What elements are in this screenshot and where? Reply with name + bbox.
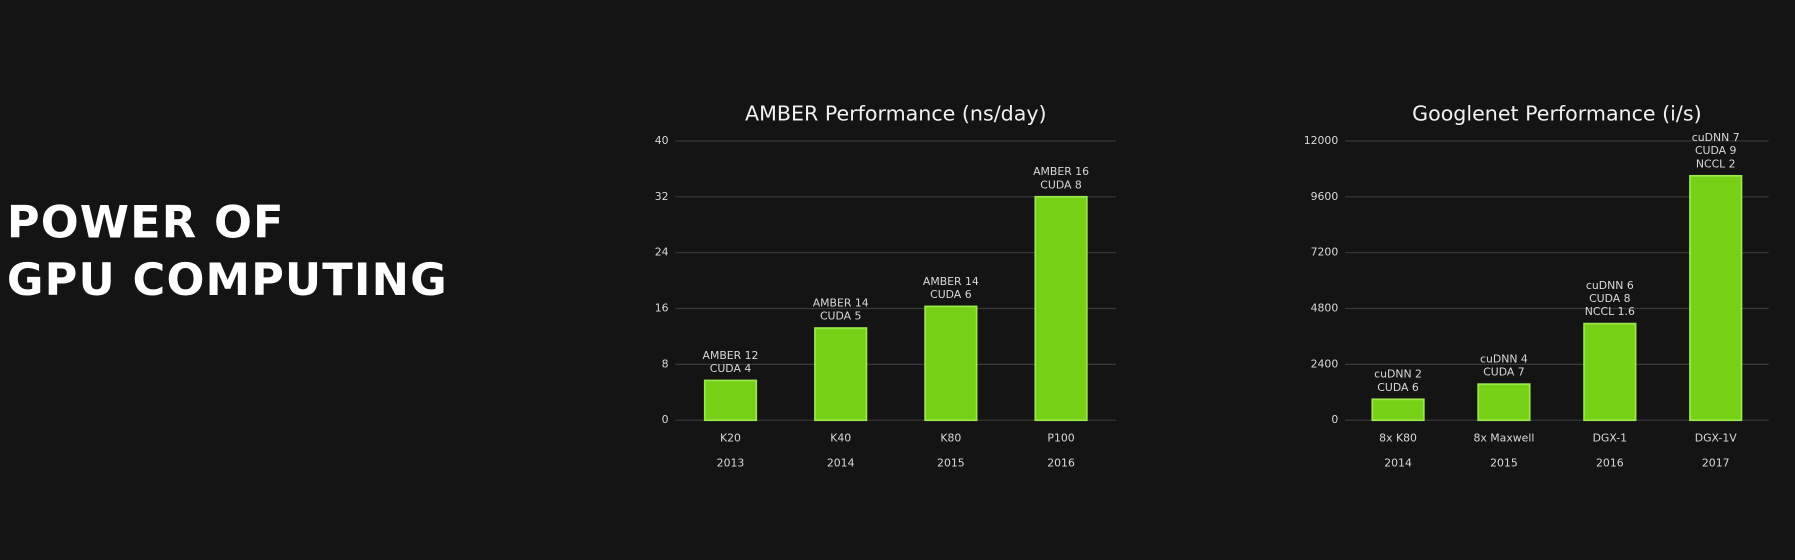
x-tick-label: P100: [1047, 432, 1074, 445]
bar-label: CUDA 8: [1040, 178, 1082, 191]
x-tick-year: 2015: [937, 457, 965, 470]
x-tick-year: 2014: [1384, 457, 1412, 470]
x-tick-year: 2016: [1596, 457, 1624, 470]
x-tick-label: DGX-1: [1593, 432, 1628, 445]
x-tick-label: K80: [940, 432, 961, 445]
bar-label: cuDNN 4: [1480, 353, 1528, 366]
x-tick-label: 8x K80: [1379, 432, 1417, 445]
x-tick-label: 8x Maxwell: [1474, 432, 1535, 445]
x-tick-year: 2013: [717, 457, 745, 470]
bar: [1583, 322, 1637, 422]
x-tick-label: K20: [720, 432, 741, 445]
x-tick-year: 2015: [1490, 457, 1518, 470]
bar-label: AMBER 12: [703, 349, 759, 362]
bar: [924, 305, 978, 422]
bar-label: CUDA 6: [930, 288, 972, 301]
x-tick-year: 2017: [1702, 457, 1730, 470]
bar: [1034, 195, 1088, 422]
bar-label: cuDNN 2: [1374, 368, 1422, 381]
y-tick-label: 40: [655, 134, 669, 147]
y-tick-label: 0: [1331, 413, 1338, 426]
bar-label: NCCL 1.6: [1585, 305, 1635, 318]
y-tick-label: 7200: [1311, 246, 1339, 259]
chart-title: Googlenet Performance (i/s): [1412, 102, 1701, 126]
heading-line: GPU COMPUTING: [7, 254, 448, 306]
bar: [703, 379, 758, 422]
chart-title: AMBER Performance (ns/day): [745, 102, 1047, 126]
bar-label: AMBER 16: [1033, 165, 1089, 178]
y-tick-label: 2400: [1311, 357, 1339, 370]
x-tick-year: 2014: [827, 457, 855, 470]
x-tick-label: K40: [830, 432, 851, 445]
bar: [1689, 174, 1743, 422]
bar-label: CUDA 5: [820, 310, 862, 323]
bar: [814, 327, 868, 422]
bar-label: NCCL 2: [1696, 157, 1736, 170]
heading-line: POWER OF: [7, 197, 285, 249]
bar-label: cuDNN 7: [1692, 131, 1740, 144]
y-tick-label: 12000: [1304, 134, 1339, 147]
y-tick-label: 8: [662, 357, 669, 370]
y-tick-label: 16: [655, 302, 669, 315]
bar-label: AMBER 14: [813, 296, 869, 309]
y-tick-label: 9600: [1311, 190, 1339, 203]
bar-label: CUDA 9: [1695, 144, 1737, 157]
bar-label: CUDA 4: [710, 362, 752, 375]
bar: [1477, 383, 1531, 422]
bar-label: cuDNN 6: [1586, 279, 1634, 292]
y-tick-label: 32: [655, 190, 669, 203]
y-tick-label: 24: [655, 246, 669, 259]
bar: [1371, 398, 1425, 422]
bar-label: AMBER 14: [923, 275, 979, 288]
bar-label: CUDA 8: [1589, 292, 1631, 305]
bar-label: CUDA 7: [1483, 366, 1525, 379]
y-tick-label: 4800: [1311, 302, 1339, 315]
y-tick-label: 0: [662, 413, 669, 426]
x-tick-year: 2016: [1047, 457, 1075, 470]
x-tick-label: DGX-1V: [1695, 432, 1738, 445]
bar-label: CUDA 6: [1377, 381, 1419, 394]
